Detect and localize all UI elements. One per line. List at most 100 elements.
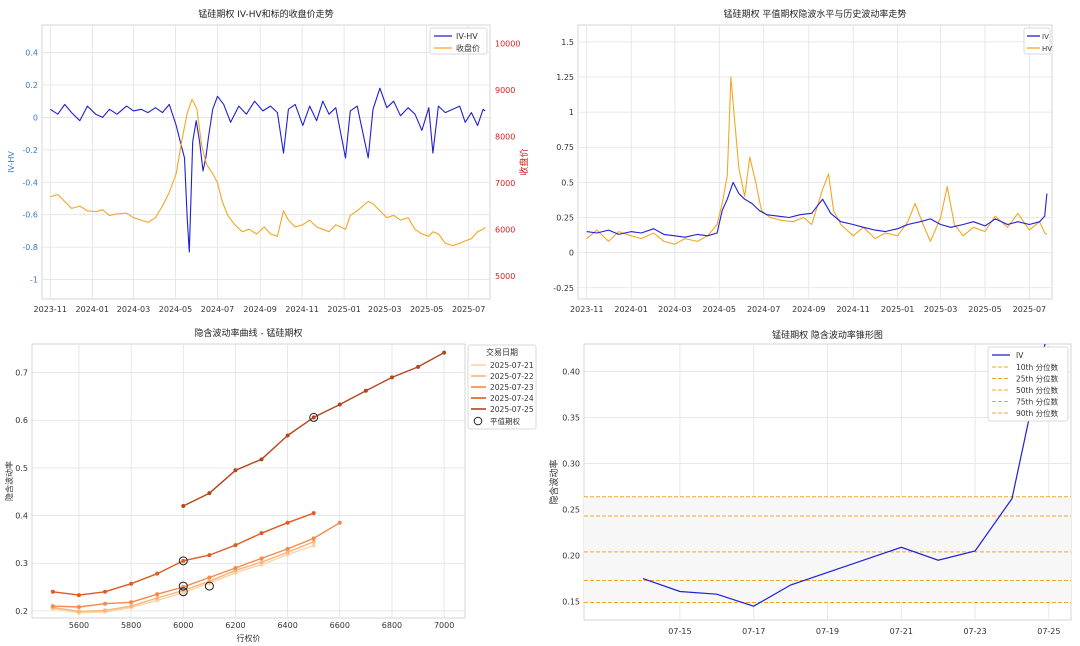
x-tick-label: 2024-07 — [747, 305, 780, 314]
legend-label: IV-HV — [456, 32, 478, 41]
x-tick-label: 2024-11 — [837, 305, 870, 314]
x-tick-label: 07-23 — [963, 627, 986, 636]
chart-title: 隐含波动率曲线 - 锰硅期权 — [195, 327, 303, 339]
y-tick-label: 0.4 — [25, 49, 38, 58]
atm-marker — [204, 581, 214, 591]
y-tick-label: 0.3 — [15, 559, 28, 568]
chart-iv-hv-trend-plot-area — [577, 24, 1053, 300]
legend-atm-swatch — [473, 416, 483, 426]
y-tick-label: -0.6 — [22, 211, 38, 220]
legend-label: HV — [1042, 45, 1052, 53]
legend-label: 10th 分位数 — [1016, 362, 1059, 372]
data-point — [363, 388, 368, 393]
x-tick-label: 2024-01 — [614, 305, 647, 314]
y-tick-label: -0.8 — [22, 243, 38, 252]
data-point — [311, 415, 316, 420]
data-point — [416, 364, 421, 369]
x-tick-label: 07-15 — [668, 627, 691, 636]
y-tick-label: 1.25 — [556, 73, 574, 82]
y-tick-label: 0.5 — [15, 464, 28, 473]
y-tick-label: 0.20 — [562, 552, 580, 561]
data-point — [103, 601, 108, 606]
x-tick-label: 6000 — [173, 621, 193, 630]
data-point — [155, 571, 160, 576]
x-tick-label: 2024-05 — [159, 305, 192, 314]
y-tick-label: 0.6 — [15, 416, 28, 425]
chart-title: 锰硅期权 IV-HV和标的收盘价走势 — [198, 8, 333, 20]
data-point — [259, 457, 264, 462]
data-point — [207, 575, 212, 580]
data-point — [311, 536, 316, 541]
data-point — [259, 560, 264, 565]
y2-tick-label: 5000 — [495, 272, 515, 281]
y-tick-label: 0.25 — [556, 214, 574, 223]
data-point — [285, 520, 290, 525]
data-point — [233, 565, 238, 570]
chart-title: 锰硅期权 隐含波动率锥形图 — [772, 329, 883, 341]
y-tick-label: 0.7 — [15, 369, 28, 378]
legend-label: 2025-07-23 — [490, 383, 534, 392]
x-tick-label: 2024-11 — [285, 305, 318, 314]
y-axis-label: 隐含波动率 — [4, 461, 14, 501]
series-line-close — [50, 98, 486, 247]
legend-label: 90th 分位数 — [1016, 408, 1059, 418]
legend-label: 25th 分位数 — [1016, 374, 1059, 384]
chart-iv-hv-trend: 1.5 1.25 1 0.75 0.5 0.25 0 -0.25 2023-11 2024-01 2… — [553, 8, 1053, 314]
data-point — [103, 608, 108, 613]
cone-band — [584, 496, 1071, 603]
x-tick-label: 2024-07 — [201, 305, 234, 314]
data-point — [311, 543, 316, 548]
y-tick-label: -1 — [30, 276, 38, 285]
x-tick-label: 2025-01 — [327, 305, 360, 314]
atm-marker — [309, 412, 319, 422]
y-tick-label: -0.2 — [22, 146, 38, 155]
data-point — [311, 511, 316, 516]
data-point — [207, 491, 212, 496]
legend-label: 平值期权 — [490, 416, 520, 426]
legend-box — [987, 346, 1069, 422]
data-point — [103, 589, 108, 594]
y-tick-label: -0.25 — [553, 284, 574, 293]
y-tick-label: 0 — [33, 113, 38, 122]
x-tick-label: 07-25 — [1037, 627, 1060, 636]
data-point — [181, 558, 186, 563]
data-point — [337, 402, 342, 407]
chart-iv-smile: 0.2 0.3 0.4 0.5 0.6 0.7 5600 5800 6000 6200 6400 66… — [4, 327, 537, 643]
data-point — [155, 595, 160, 600]
data-point — [233, 543, 238, 548]
x-tick-label: 2023-11 — [34, 305, 67, 314]
data-point — [233, 468, 238, 473]
atm-marker — [178, 581, 188, 591]
data-point — [389, 375, 394, 380]
y-tick-label: 0.2 — [15, 607, 28, 616]
data-point — [76, 605, 81, 610]
x-tick-label: 07-19 — [816, 627, 839, 636]
x-tick-label: 6400 — [277, 621, 297, 630]
y-tick-label: 0.35 — [562, 414, 580, 423]
x-tick-label: 2025-03 — [924, 305, 957, 314]
y2-axis-label: 收盘价 — [518, 148, 530, 175]
y2-tick-label: 10000 — [495, 40, 520, 49]
chart-title: 锰硅期权 平值期权隐波水平与历史波动率走势 — [724, 8, 907, 20]
y-tick-label: 1.5 — [561, 38, 574, 47]
data-point — [337, 520, 342, 525]
data-point — [129, 581, 134, 586]
y-tick-label: 0.15 — [562, 598, 580, 607]
data-point — [285, 546, 290, 551]
chart-iv-smile-plot-area — [31, 343, 466, 619]
x-tick-label: 2024-09 — [792, 305, 825, 314]
y-tick-label: 0 — [569, 249, 574, 258]
data-point — [207, 553, 212, 558]
y-axis-label: IV-HV — [7, 151, 16, 173]
series-line-iv — [642, 344, 1046, 607]
y2-tick-label: 9000 — [495, 86, 515, 95]
data-point — [76, 609, 81, 614]
y-tick-label: 1 — [569, 108, 574, 117]
x-tick-label: 6800 — [382, 621, 402, 630]
chart-iv-cone: 0.15 0.20 0.25 0.30 0.35 0.40 07-15 07-17 07-19 0… — [548, 329, 1072, 636]
data-point — [155, 592, 160, 597]
chart-ivhv-close-plot-area — [41, 24, 491, 300]
y2-tick-label: 7000 — [495, 179, 515, 188]
legend-label: 75th 分位数 — [1016, 397, 1059, 407]
